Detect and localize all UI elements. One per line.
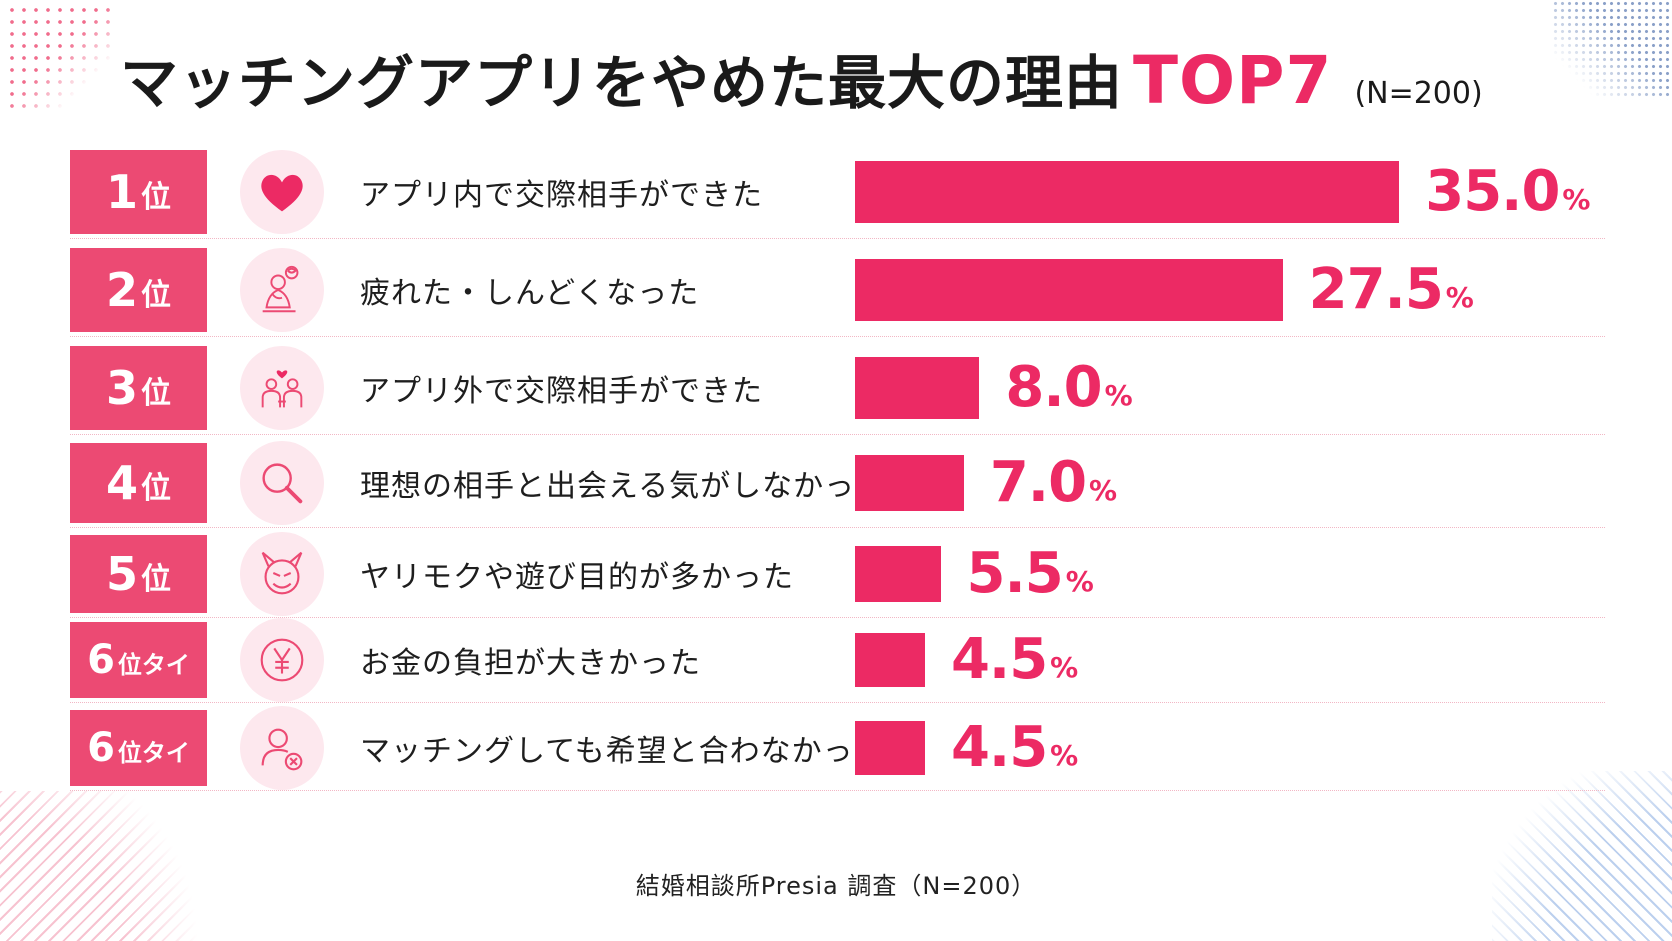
value-unit: % bbox=[1050, 739, 1079, 772]
decorative-stripes bbox=[0, 791, 230, 941]
heart-icon bbox=[240, 150, 324, 234]
value-number: 8.0 bbox=[1005, 355, 1102, 420]
row-divider bbox=[70, 702, 1605, 703]
value-number: 4.5 bbox=[950, 627, 1048, 692]
magnifier-icon bbox=[240, 441, 324, 525]
ranking-row: 6 位タイ お金の負担が大きかった 4.5% bbox=[70, 618, 1605, 703]
row-divider bbox=[70, 617, 1605, 618]
ranking-row: 6 位タイ マッチングしても希望と合わなかった 4.5% bbox=[70, 706, 1605, 791]
bar bbox=[855, 455, 964, 511]
value-label: 35.0% bbox=[1425, 150, 1590, 234]
category-label: 疲れた・しんどくなった bbox=[360, 276, 700, 311]
category-label: アプリ外で交際相手ができた bbox=[360, 374, 763, 409]
value-number: 4.5 bbox=[950, 715, 1048, 780]
value-unit: % bbox=[1445, 281, 1474, 314]
row-divider bbox=[70, 527, 1605, 528]
title-accent: TOP7 bbox=[1133, 42, 1333, 119]
category-label: お金の負担が大きかった bbox=[360, 646, 701, 681]
value-unit: % bbox=[1089, 474, 1118, 507]
yen-icon bbox=[240, 618, 324, 702]
category-label: アプリ内で交際相手ができた bbox=[360, 178, 763, 213]
value-label: 4.5% bbox=[951, 710, 1078, 786]
value-unit: % bbox=[1050, 651, 1079, 684]
rank-number: 1 bbox=[105, 165, 138, 219]
ranking-row: 1 位 アプリ内で交際相手ができた 35.0% bbox=[70, 150, 1605, 239]
value-number: 7.0 bbox=[989, 450, 1087, 515]
rank-suffix: 位 bbox=[141, 471, 171, 506]
rank-number: 3 bbox=[105, 361, 138, 415]
bar bbox=[855, 633, 925, 687]
value-unit: % bbox=[1065, 565, 1094, 598]
source-note: 結婚相談所Presia 調査（N=200） bbox=[635, 872, 1037, 900]
rank-number: 4 bbox=[105, 456, 138, 510]
value-unit: % bbox=[1104, 379, 1133, 412]
ranking-row: 2 位 疲れた・しんどくなった 27.5% bbox=[70, 248, 1605, 337]
category-label: マッチングしても希望と合わなかった bbox=[360, 734, 885, 769]
ranking-row: 4 位 理想の相手と出会える気がしなかった 7.0% bbox=[70, 441, 1605, 528]
value-label: 8.0% bbox=[1005, 346, 1132, 430]
rank-suffix: 位 bbox=[141, 376, 171, 411]
value-label: 7.0% bbox=[990, 443, 1117, 523]
sample-size-note: (N=200) bbox=[1354, 76, 1483, 111]
row-divider bbox=[70, 434, 1605, 435]
rank-badge: 6 位タイ bbox=[70, 710, 207, 786]
bar bbox=[855, 161, 1400, 223]
rank-badge: 6 位タイ bbox=[70, 622, 207, 698]
bar bbox=[855, 546, 941, 602]
rank-number: 6 bbox=[87, 637, 115, 683]
category-label: 理想の相手と出会える気がしなかった bbox=[360, 469, 887, 504]
row-divider bbox=[70, 336, 1605, 337]
rank-suffix: 位 bbox=[141, 278, 171, 313]
rank-number: 6 bbox=[87, 725, 115, 771]
devil-face-icon bbox=[240, 532, 324, 616]
ranking-row: 5 位 ヤリモクや遊び目的が多かった 5.5% bbox=[70, 532, 1605, 618]
decorative-stripes bbox=[1492, 771, 1672, 941]
row-divider bbox=[70, 238, 1605, 239]
decorative-dots bbox=[6, 4, 118, 116]
decorative-dots bbox=[1552, 0, 1672, 100]
tired-person-icon bbox=[240, 248, 324, 332]
rank-suffix: 位 bbox=[141, 180, 171, 215]
bar bbox=[855, 259, 1283, 321]
value-unit: % bbox=[1562, 183, 1591, 216]
rank-suffix: 位タイ bbox=[117, 651, 190, 679]
rank-number: 2 bbox=[105, 263, 138, 317]
value-label: 4.5% bbox=[951, 622, 1078, 698]
couple-icon bbox=[240, 346, 324, 430]
value-number: 27.5 bbox=[1308, 257, 1444, 322]
user-reject-icon bbox=[240, 706, 324, 790]
title-main: マッチングアプリをやめた最大の理由 bbox=[120, 49, 1124, 117]
bar bbox=[855, 721, 925, 775]
chart-title: マッチングアプリをやめた最大の理由 TOP7 (N=200) bbox=[120, 36, 1483, 126]
row-divider bbox=[70, 790, 1605, 791]
category-label: ヤリモクや遊び目的が多かった bbox=[360, 560, 794, 595]
ranking-row: 3 位 アプリ外で交際相手ができた 8.0% bbox=[70, 346, 1605, 435]
value-label: 5.5% bbox=[967, 535, 1094, 613]
value-label: 27.5% bbox=[1309, 248, 1474, 332]
bar bbox=[855, 357, 980, 419]
rank-suffix: 位 bbox=[141, 562, 171, 597]
rank-number: 5 bbox=[105, 547, 138, 601]
value-number: 5.5 bbox=[966, 541, 1064, 606]
rank-suffix: 位タイ bbox=[117, 739, 190, 767]
value-number: 35.0 bbox=[1425, 159, 1560, 224]
